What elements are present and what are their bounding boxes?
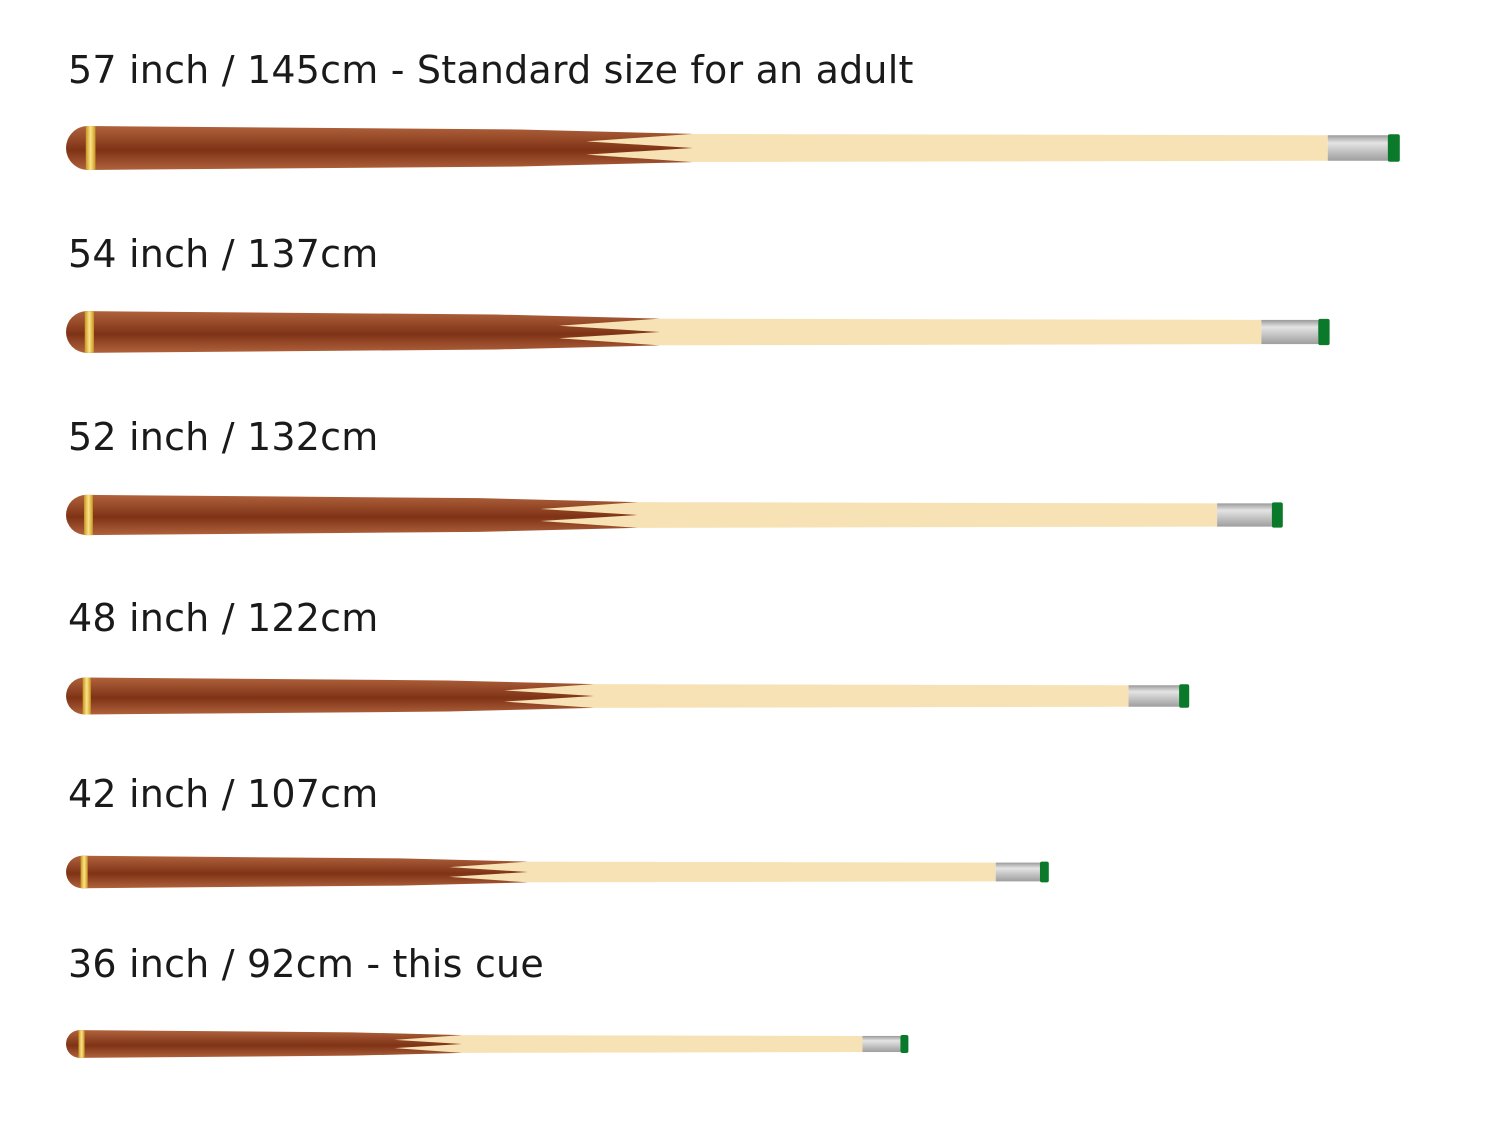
cue-label: 57 inch / 145cm - Standard size for an a… xyxy=(68,48,914,92)
cue-butt-cap xyxy=(66,855,83,889)
cue-shaft xyxy=(445,318,1262,346)
cue-ferrule xyxy=(1217,503,1272,527)
cue-ring xyxy=(84,494,93,536)
cue-butt xyxy=(79,1030,462,1058)
cue-shaft xyxy=(466,133,1328,163)
cue-tip xyxy=(1039,861,1049,883)
cue-tip xyxy=(1179,684,1190,708)
cue-ferrule xyxy=(1327,135,1388,161)
cue-butt xyxy=(86,311,660,353)
cue-butt xyxy=(88,126,693,170)
cue-tip xyxy=(1387,134,1400,162)
cue-ring xyxy=(84,311,94,353)
cue-ferrule xyxy=(1261,319,1319,345)
cue-shaft xyxy=(402,683,1129,709)
cue-ferrule xyxy=(995,862,1040,882)
cue-tip xyxy=(1318,318,1330,346)
cue-ring xyxy=(82,677,91,715)
cue-butt-cap xyxy=(66,126,88,170)
cue-ring xyxy=(80,855,88,889)
cue-label: 42 inch / 107cm xyxy=(68,772,379,816)
cue-label: 48 inch / 122cm xyxy=(68,596,379,640)
cue-butt-cap xyxy=(66,311,87,353)
cue-butt xyxy=(84,677,594,715)
cue-tip xyxy=(1271,502,1283,528)
cue-shaft xyxy=(360,861,996,883)
cue-ferrule xyxy=(1128,685,1180,707)
cue-ring xyxy=(78,1030,85,1058)
cue-label: 36 inch / 92cm - this cue xyxy=(68,942,544,986)
cue-butt xyxy=(86,494,638,536)
cue-ferrule xyxy=(862,1035,901,1053)
cue-butt xyxy=(82,855,528,889)
cue-label: 54 inch / 137cm xyxy=(68,232,379,276)
cue-butt-cap xyxy=(66,677,85,715)
cue-shaft xyxy=(431,501,1218,529)
cue-butt-cap xyxy=(65,494,87,536)
cue-tip xyxy=(900,1034,909,1054)
cue-ring xyxy=(85,126,96,170)
cue-butt-cap xyxy=(65,1030,80,1058)
cue-label: 52 inch / 132cm xyxy=(68,415,379,459)
cue-shaft xyxy=(318,1034,863,1054)
